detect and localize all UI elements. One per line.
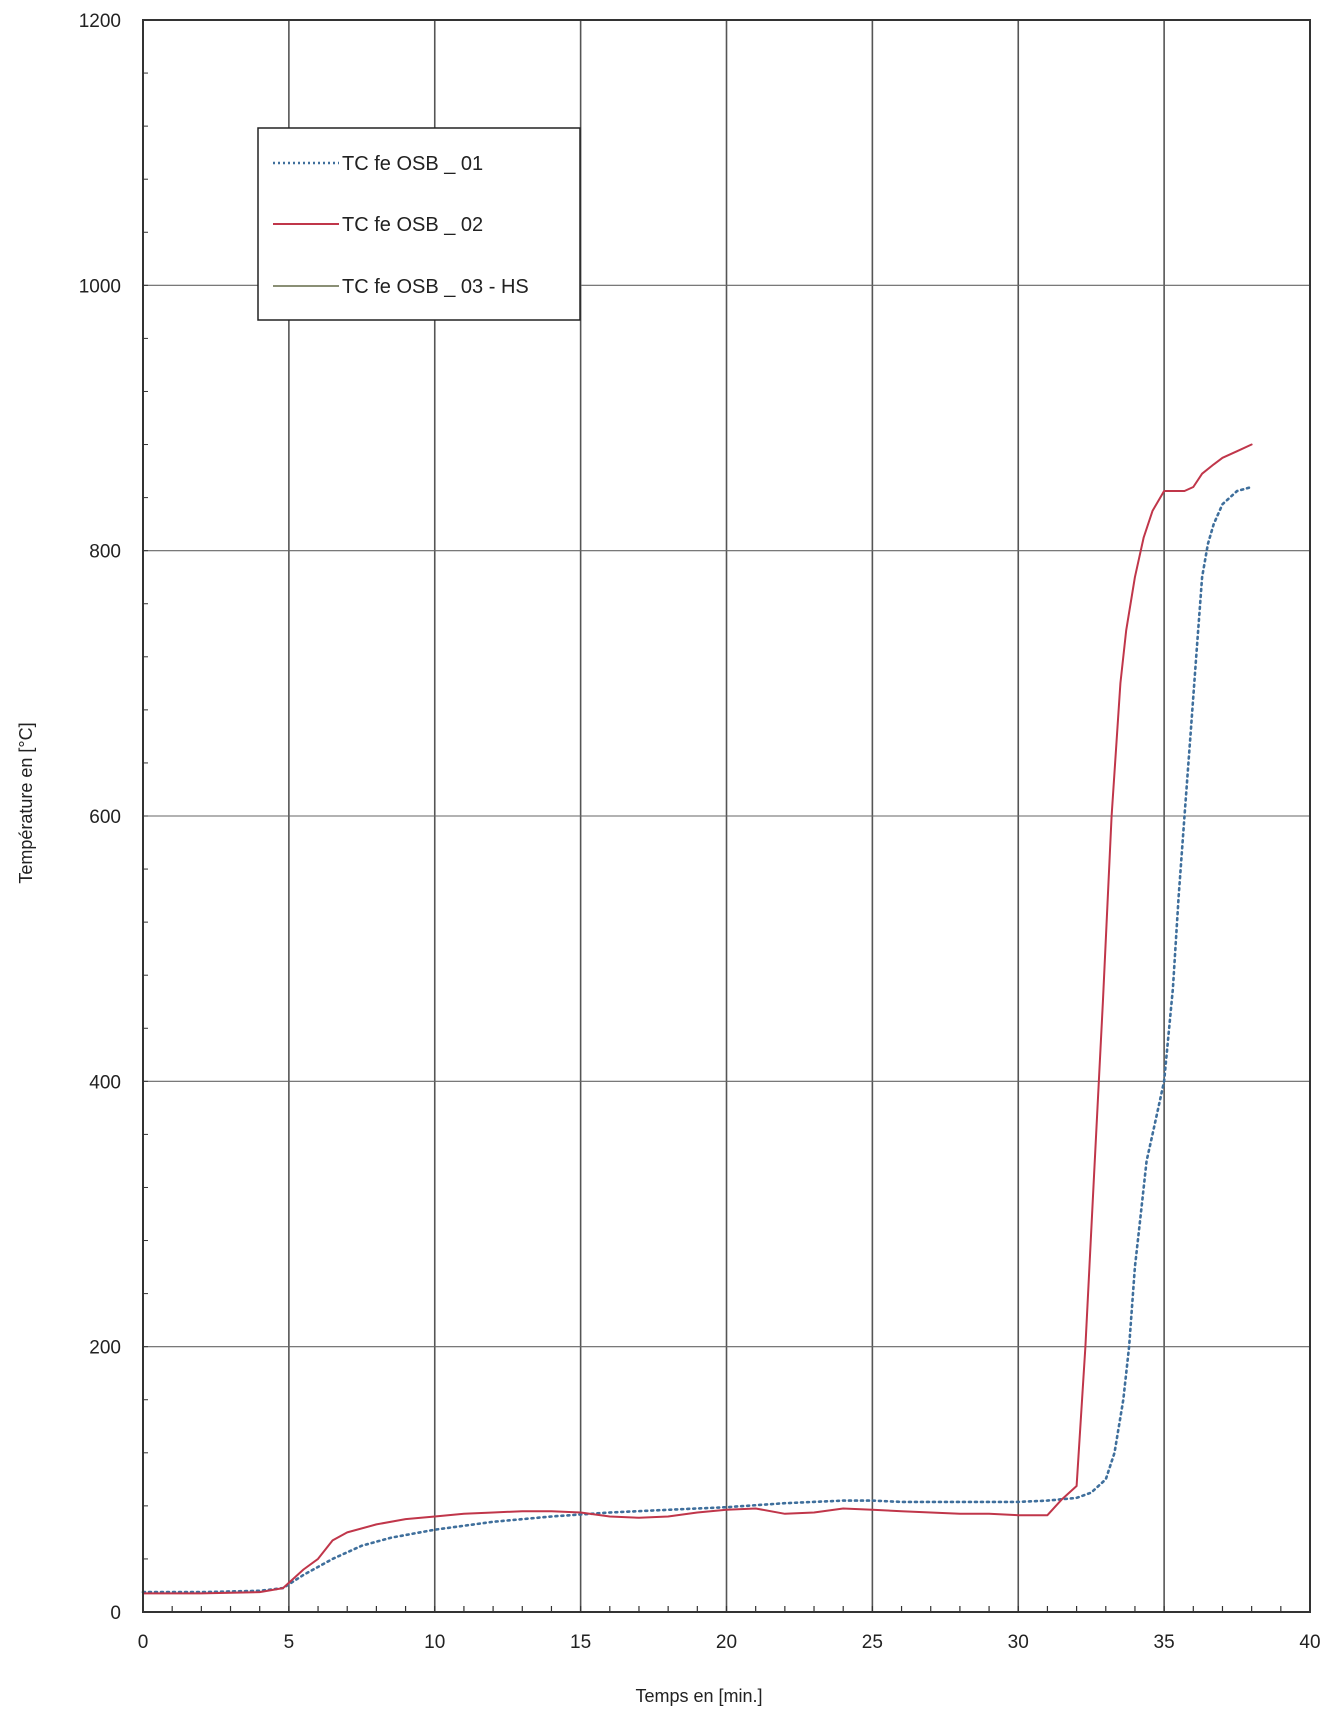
legend-label-tc-fe-osb-03-hs: TC fe OSB _ 03 - HS — [342, 276, 529, 298]
y-tick-label: 400 — [89, 1072, 121, 1093]
x-axis-title: Temps en [min.] — [635, 1686, 762, 1706]
x-tick-label: 30 — [1008, 1632, 1029, 1653]
legend: TC fe OSB _ 01 TC fe OSB _ 02 TC fe OSB … — [258, 128, 580, 320]
x-tick-label: 10 — [424, 1632, 445, 1653]
legend-label-tc-fe-osb-01: TC fe OSB _ 01 — [342, 153, 483, 175]
legend-label-tc-fe-osb-02: TC fe OSB _ 02 — [342, 214, 483, 236]
x-tick-label: 0 — [138, 1632, 149, 1653]
x-tick-label: 35 — [1154, 1632, 1175, 1653]
y-tick-label: 0 — [110, 1603, 121, 1624]
y-tick-label: 800 — [89, 542, 121, 563]
x-tick-label: 5 — [284, 1632, 295, 1653]
y-tick-label: 1200 — [79, 11, 121, 32]
x-tick-label: 25 — [862, 1632, 883, 1653]
x-tick-label: 15 — [570, 1632, 591, 1653]
x-tick-label: 20 — [716, 1632, 737, 1653]
y-tick-label: 600 — [89, 807, 121, 828]
y-tick-label: 200 — [89, 1338, 121, 1359]
y-axis-title: Température en [°C] — [16, 722, 36, 883]
y-tick-label: 1000 — [79, 276, 121, 297]
x-tick-label: 40 — [1299, 1632, 1320, 1653]
